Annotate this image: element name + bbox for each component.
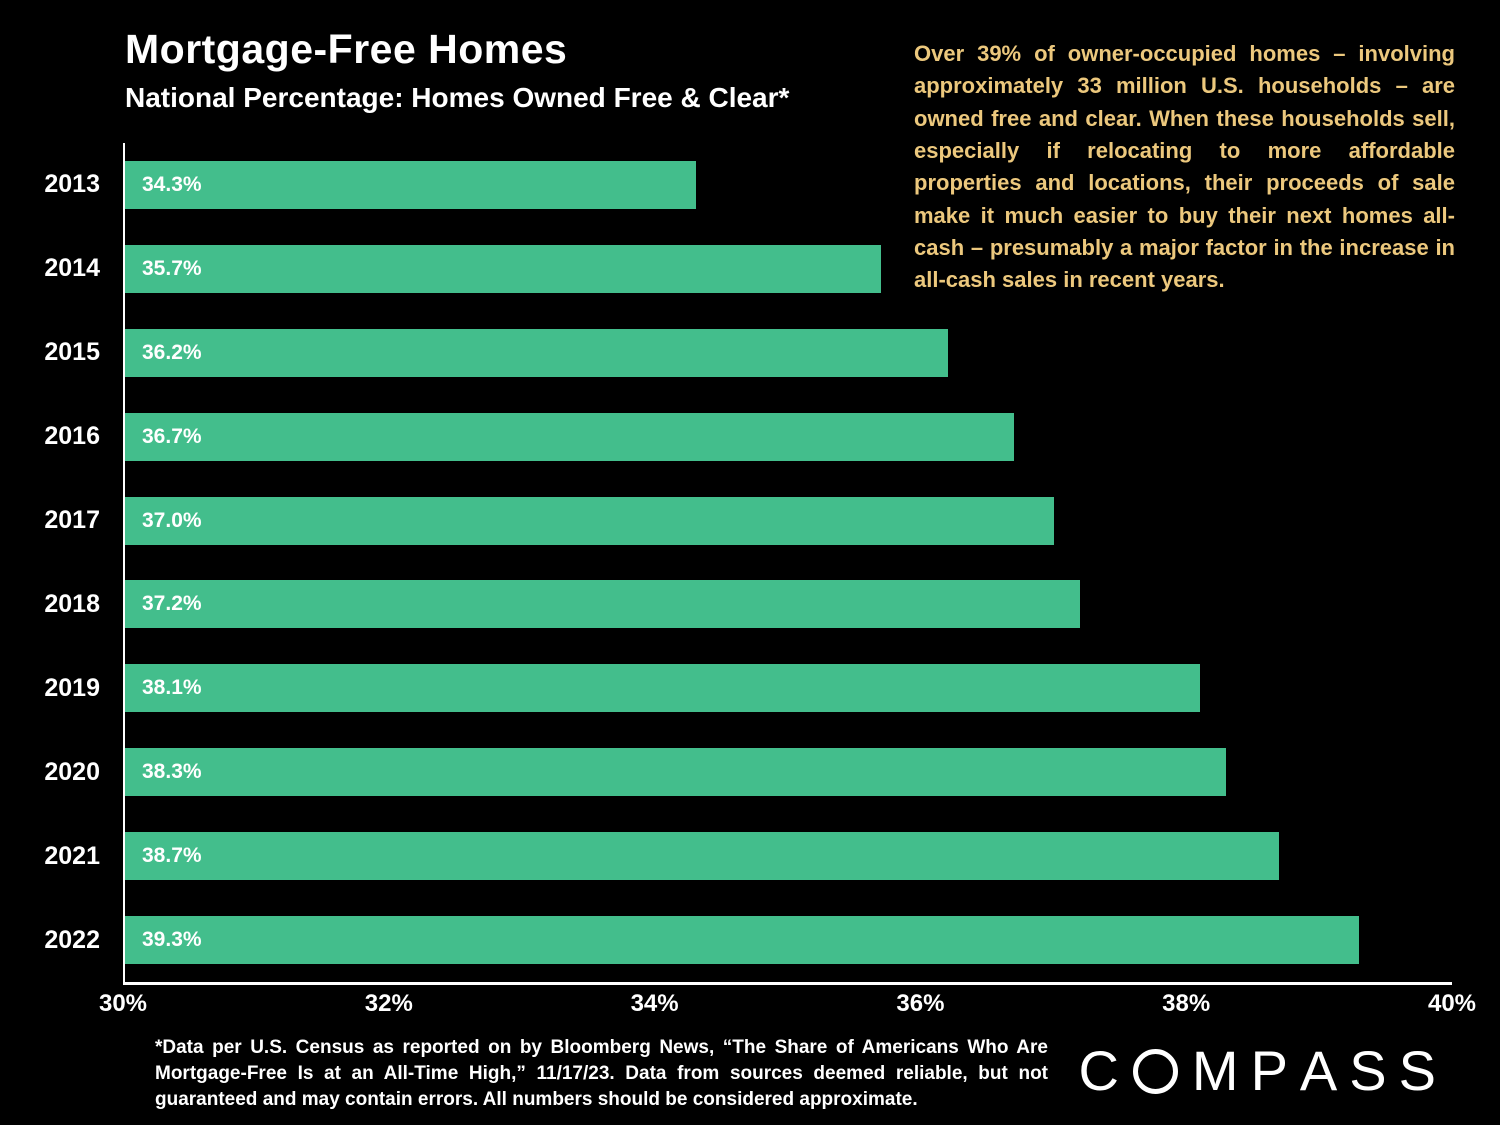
value-label: 36.2% [142,340,202,364]
footnote-text: *Data per U.S. Census as reported on by … [155,1037,1048,1111]
bar-row: 2020 38.3% [44,730,1452,814]
year-label: 2016 [44,422,100,451]
year-label: 2018 [44,589,100,618]
bar-row: 2019 38.1% [44,646,1452,730]
year-label: 2021 [44,841,100,870]
commentary-text: Over 39% of owner-occupied homes – invol… [914,41,1455,293]
value-label: 37.0% [142,508,202,532]
x-tick-label: 30% [98,990,148,1017]
year-label: 2019 [44,673,100,702]
bar: 38.3% [125,748,1227,797]
bar-row: 2022 39.3% [44,898,1452,982]
value-label: 37.2% [142,592,202,616]
value-label: 38.1% [142,676,202,700]
year-label: 2013 [44,170,100,199]
value-label: 38.3% [142,760,202,784]
year-label: 2020 [44,757,100,786]
bar-row: 2021 38.7% [44,814,1452,898]
bar-row: 2017 37.0% [44,479,1452,563]
x-tick-label: 40% [1427,990,1477,1017]
year-label: 2022 [44,925,100,954]
bar: 39.3% [125,916,1360,965]
logo-letter: M [1191,1039,1239,1102]
bar-row: 2014 35.7% [44,227,1452,311]
logo-letter: S [1349,1039,1387,1102]
logo-letter: A [1299,1039,1338,1102]
bar: 38.7% [125,832,1280,881]
bar: 37.0% [125,496,1054,545]
logo-letter: P [1250,1039,1288,1102]
chart-rows: 2013 34.3% 2014 35.7% 2015 36.2% 2016 36.7% 2017… [44,143,1452,982]
value-label: 39.3% [142,928,202,952]
x-tick-label: 36% [896,990,945,1017]
bar: 35.7% [125,244,882,293]
value-label: 38.7% [142,844,202,868]
x-tick-label: 34% [630,990,679,1017]
bar-row: 2016 36.7% [44,395,1452,479]
value-label: 34.3% [142,172,202,196]
page-subtitle: National Percentage: Homes Owned Free & … [125,82,790,113]
bar-row: 2013 34.3% [44,143,1452,227]
bar: 37.2% [125,580,1081,629]
bar-row: 2018 37.2% [44,563,1452,647]
value-label: 35.7% [142,256,202,280]
page-title: Mortgage-Free Homes [125,26,568,72]
bar: 34.3% [125,160,696,209]
bar-chart: 2013 34.3% 2014 35.7% 2015 36.2% 2016 36.7% 2017… [44,143,1452,985]
bar: 38.1% [125,664,1200,713]
bar: 36.2% [125,328,948,377]
logo-o-circle [1132,1048,1178,1094]
bar: 36.7% [125,412,1015,461]
logo-letter: C [1078,1039,1119,1102]
value-label: 36.7% [142,424,202,448]
year-label: 2014 [44,254,100,283]
x-axis: 30% 32% 34% 36% 38% 40% [99,990,1476,1026]
logo-letter: S [1398,1039,1436,1102]
x-tick-label: 38% [1162,990,1211,1017]
x-tick-label: 32% [364,990,413,1017]
year-label: 2015 [44,338,100,367]
bar-row: 2015 36.2% [44,311,1452,395]
year-label: 2017 [44,506,100,535]
